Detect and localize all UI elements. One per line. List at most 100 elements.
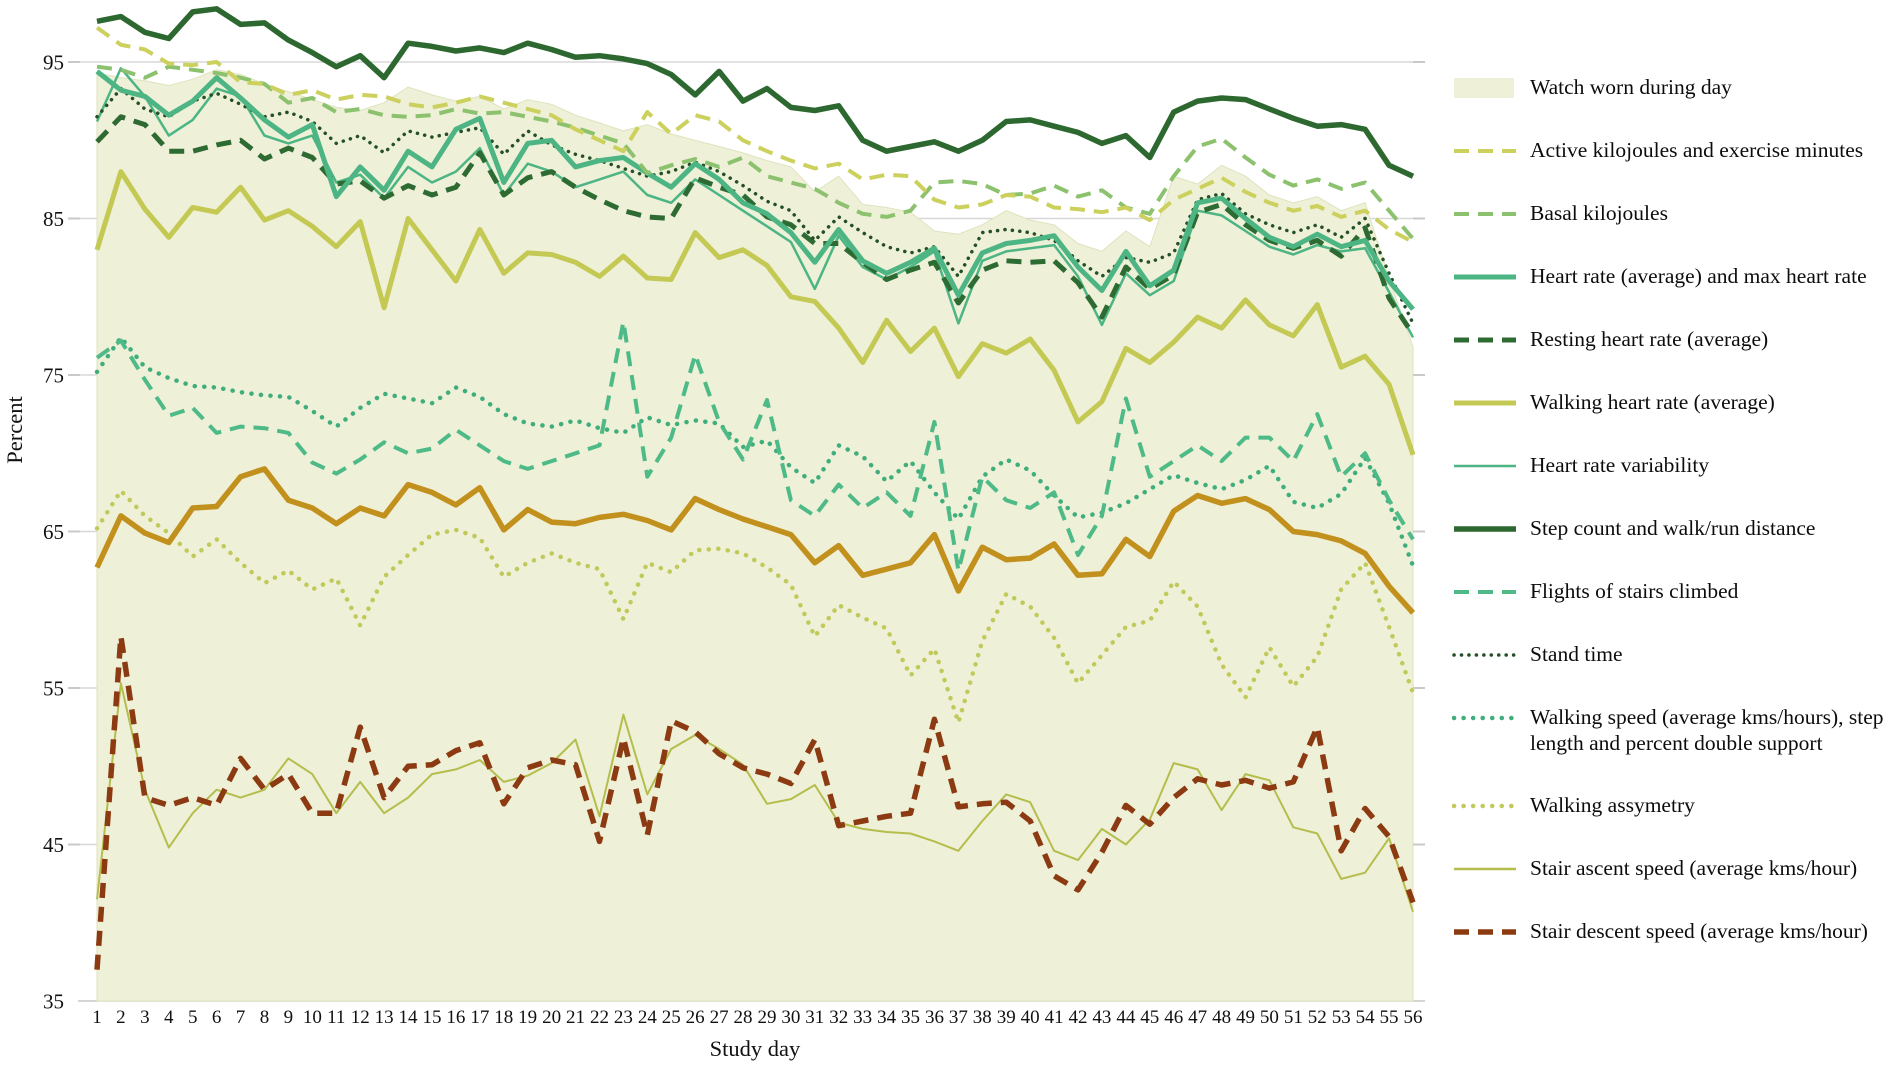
- x-tick-label: 12: [351, 1007, 370, 1028]
- x-tick-label: 17: [470, 1007, 489, 1028]
- x-tick-label: 49: [1236, 1007, 1255, 1028]
- legend-item-step-count: Step count and walk/run distance: [1452, 515, 1892, 542]
- x-tick-label: 31: [805, 1007, 824, 1028]
- series-heart-rate-line: [95, 69, 1415, 311]
- legend-swatch-heart-rate-variability-icon: [1454, 464, 1516, 468]
- legend-label: Heart rate variability: [1530, 453, 1710, 477]
- legend-swatch-heart-rate-icon: [1454, 274, 1516, 280]
- x-tick-label: 19: [518, 1007, 537, 1028]
- x-tick-label: 41: [1045, 1007, 1064, 1028]
- x-tick-label: 15: [422, 1007, 441, 1028]
- legend-swatch-stair-ascent-icon: [1454, 868, 1516, 871]
- x-tick-label: 43: [1092, 1007, 1111, 1028]
- x-tick-label: 45: [1140, 1007, 1159, 1028]
- x-tick-label: 18: [494, 1007, 513, 1028]
- legend-item-stair-descent: Stair descent speed (average kms/hour): [1452, 918, 1892, 945]
- legend-item-watch-worn: Watch worn during day: [1452, 74, 1892, 101]
- series-unlabeled-gold-line: [94, 466, 1416, 615]
- x-tick-label: 47: [1188, 1007, 1207, 1028]
- legend-swatch-basal-kilojoules-icon: [1454, 212, 1516, 216]
- legend-label: Stair ascent speed (average kms/hour): [1530, 856, 1858, 881]
- y-axis-title: Percent: [2, 396, 27, 464]
- series-walking-heart-rate-line: [94, 169, 1416, 456]
- x-tick-label: 14: [399, 1007, 419, 1028]
- legend-item-walking-speed: Walking speed (average kms/hours), step …: [1452, 704, 1892, 756]
- x-tick-label: 36: [925, 1007, 944, 1028]
- x-tick-label: 20: [542, 1007, 561, 1028]
- y-tick-label: 55: [43, 677, 64, 701]
- legend-item-basal-kilojoules: Basal kilojoules: [1452, 200, 1892, 227]
- series-step-count-line: [96, 6, 1415, 179]
- legend-swatch-walking-asymmetry-icon: [1452, 804, 1518, 809]
- legend: Watch worn during day Active kilojoules a…: [1452, 74, 1892, 945]
- legend-swatch-resting-heart-rate-icon: [1454, 337, 1516, 343]
- legend-label: Stand time: [1530, 642, 1623, 666]
- legend-label: Watch worn during day: [1530, 75, 1732, 99]
- x-tick-label: 27: [710, 1007, 729, 1028]
- x-tick-label: 32: [829, 1007, 848, 1028]
- y-tick-label: 95: [43, 51, 64, 75]
- y-tick-label: 65: [43, 520, 64, 544]
- series-stair-descent-line: [94, 633, 1416, 970]
- y-tick-label: 85: [43, 207, 64, 231]
- legend-item-heart-rate-variability: Heart rate variability: [1452, 452, 1892, 479]
- legend-item-stair-ascent: Stair ascent speed (average kms/hour): [1452, 855, 1892, 882]
- x-tick-label: 28: [734, 1007, 753, 1028]
- legend-swatch-watch-worn-icon: [1454, 78, 1514, 98]
- legend-label: Walking heart rate (average): [1530, 390, 1775, 414]
- legend-swatch-walking-heart-rate-icon: [1454, 400, 1516, 406]
- x-tick-label: 16: [446, 1007, 465, 1028]
- legend-swatch-flights-climbed-icon: [1454, 590, 1516, 594]
- x-tick-label: 51: [1284, 1007, 1303, 1028]
- x-tick-label: 33: [853, 1007, 872, 1028]
- x-tick-label: 24: [638, 1007, 658, 1028]
- x-tick-label: 2: [116, 1007, 126, 1028]
- series-stair-ascent-line: [96, 682, 1414, 913]
- x-tick-label: 25: [662, 1007, 681, 1028]
- x-tick-label: 6: [212, 1007, 222, 1028]
- x-tick-label: 54: [1356, 1007, 1376, 1028]
- series-basal-kilojoules-line: [96, 64, 1415, 241]
- x-tick-label: 30: [781, 1007, 800, 1028]
- x-tick-label: 29: [757, 1007, 776, 1028]
- x-tick-label: 26: [686, 1007, 705, 1028]
- legend-label: Step count and walk/run distance: [1530, 516, 1816, 540]
- x-tick-label: 8: [260, 1007, 270, 1028]
- x-tick-label: 44: [1116, 1007, 1136, 1028]
- legend-swatch-step-count-icon: [1454, 526, 1516, 532]
- legend-label: Walking assymetry: [1530, 793, 1695, 818]
- x-tick-label: 35: [901, 1007, 920, 1028]
- x-tick-label: 37: [949, 1007, 968, 1028]
- x-tick-label: 52: [1308, 1007, 1327, 1028]
- legend-label: Active kilojoules and exercise minutes: [1530, 138, 1864, 162]
- legend-label: Heart rate (average) and max heart rate: [1530, 264, 1867, 288]
- x-tick-label: 7: [236, 1007, 246, 1028]
- watch-worn-area: [96, 69, 1414, 1002]
- legend-item-heart-rate: Heart rate (average) and max heart rate: [1452, 263, 1892, 290]
- y-tick-label: 75: [43, 364, 64, 388]
- legend-label: Resting heart rate (average): [1530, 327, 1769, 351]
- x-tick-label: 56: [1403, 1007, 1422, 1028]
- x-tick-label: 21: [566, 1007, 585, 1028]
- legend-item-walking-heart-rate: Walking heart rate (average): [1452, 389, 1892, 416]
- x-tick-label: 34: [877, 1007, 897, 1028]
- chart-series: [94, 6, 1416, 970]
- series-flights-climbed-line: [95, 319, 1415, 573]
- x-tick-label: 13: [375, 1007, 394, 1028]
- legend-item-stand-time: Stand time: [1452, 641, 1892, 668]
- legend-item-resting-heart-rate: Resting heart rate (average): [1452, 326, 1892, 353]
- x-tick-label: 53: [1332, 1007, 1351, 1028]
- x-axis-title: Study day: [710, 1036, 801, 1061]
- series-resting-heart-rate-line: [95, 114, 1416, 336]
- legend-item-active-kilojoules: Active kilojoules and exercise minutes: [1452, 137, 1892, 164]
- y-tick-label: 35: [43, 990, 64, 1014]
- x-tick-label: 5: [188, 1007, 198, 1028]
- series-walking-asymmetry-line: [94, 488, 1416, 725]
- legend-label: Basal kilojoules: [1530, 201, 1668, 225]
- legend-label: Stair descent speed (average kms/hour): [1530, 919, 1868, 944]
- series-watch-worn-area: [96, 69, 1414, 1002]
- x-tick-label: 55: [1380, 1007, 1399, 1028]
